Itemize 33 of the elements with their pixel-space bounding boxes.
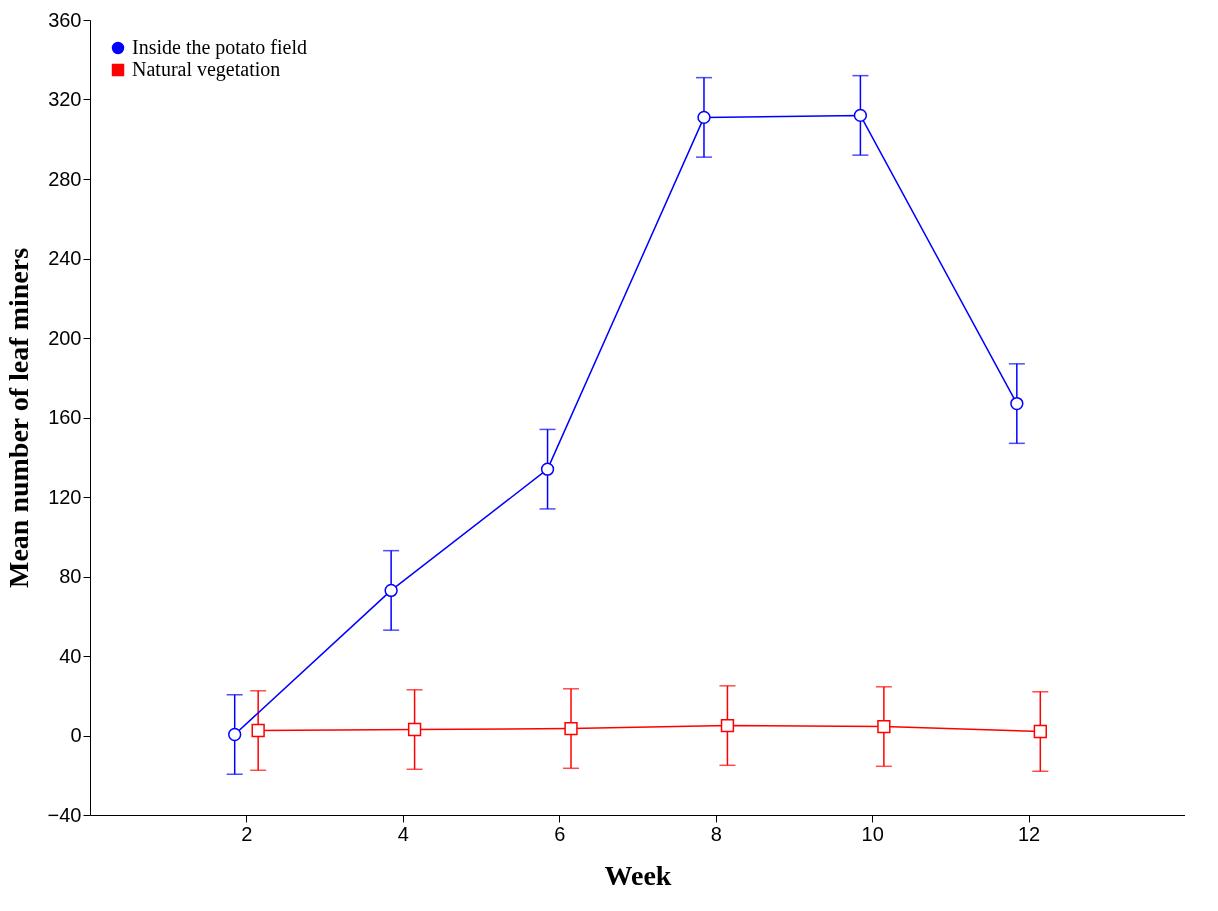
legend-label: Natural vegetation xyxy=(132,58,281,81)
y-tick-label: 200 xyxy=(48,326,82,349)
x-tick-label: 2 xyxy=(241,822,253,845)
x-axis-title: Week xyxy=(604,859,672,891)
y-tick-label: 360 xyxy=(48,8,82,31)
point xyxy=(564,721,578,736)
point xyxy=(697,110,711,125)
y-tick-label: 0 xyxy=(70,724,82,746)
legend-label: Inside the potato field xyxy=(132,36,307,59)
x-tick-label: 12 xyxy=(1017,822,1041,845)
x-tick-label: 10 xyxy=(861,822,884,845)
x-tick-label: 4 xyxy=(397,822,409,845)
x-tick-label: 6 xyxy=(554,822,566,845)
point xyxy=(720,718,735,733)
y-tick-label: 240 xyxy=(48,247,82,269)
point xyxy=(384,583,398,598)
point xyxy=(251,723,265,738)
y-tick-label: 280 xyxy=(48,167,82,190)
y-tick-label: 120 xyxy=(48,485,82,508)
point xyxy=(407,722,422,737)
point xyxy=(228,727,242,742)
point xyxy=(1010,396,1024,411)
point xyxy=(877,719,891,734)
point xyxy=(1033,724,1047,739)
y-tick-label: 80 xyxy=(59,565,82,587)
x-tick-label: 8 xyxy=(710,822,722,845)
y-tick-label: 160 xyxy=(48,406,82,428)
y-tick-label: −40 xyxy=(47,803,82,826)
y-axis-title: Mean number of leaf miners xyxy=(2,247,34,589)
y-tick-label: 40 xyxy=(59,644,82,667)
point xyxy=(853,108,868,123)
y-tick-label: 320 xyxy=(48,88,82,110)
point xyxy=(540,462,555,476)
